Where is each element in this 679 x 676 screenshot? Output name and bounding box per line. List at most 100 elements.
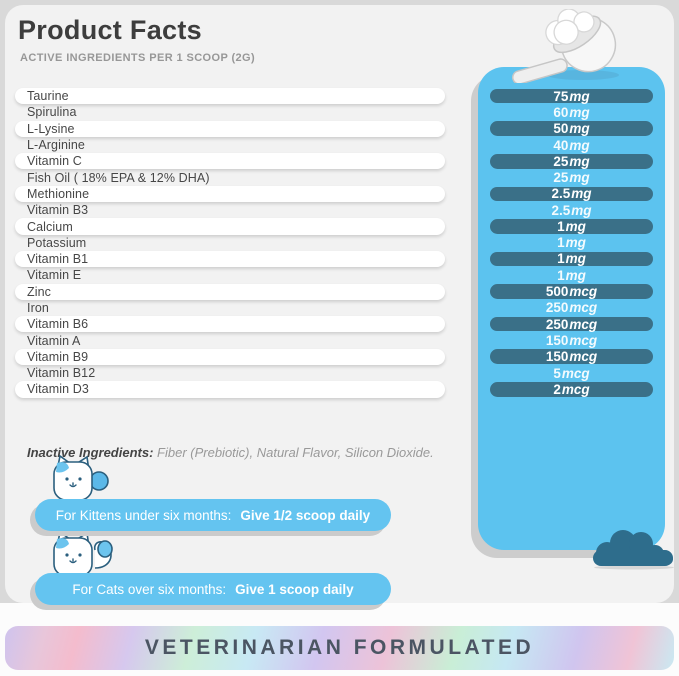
amount-unit: mg <box>571 186 592 202</box>
ingredient-row: Vitamin B9 <box>15 348 445 366</box>
amount-value: 50 <box>553 121 569 137</box>
amount-unit: mg <box>569 88 590 104</box>
amount-row: 2 mcg <box>490 382 653 397</box>
amount-row: 1 mg <box>490 251 653 267</box>
ingredient-list: Taurine Spirulina L-Lysine L-Arginine Vitami… <box>15 88 445 398</box>
ingredient-row: Zinc <box>15 283 445 300</box>
ingredient-row: Methionine <box>15 185 445 203</box>
amount-list: 75 mg 60 mg 50 mg 40 mg 25 mg 25 mg 2.5 mg 2.5 mg 1 mg 1 mg… <box>478 88 665 397</box>
footer-text: VETERINARIAN FORMULATED <box>144 636 535 659</box>
ingredient-row: Iron <box>15 300 445 316</box>
bush-icon <box>593 530 674 570</box>
amount-value: 5 <box>553 365 561 381</box>
dosage-instruction: Give 1/2 scoop daily <box>240 507 371 523</box>
amount-row: 40 mg <box>490 137 653 153</box>
amount-unit: mg <box>569 137 590 153</box>
ingredient-name: Vitamin E <box>27 268 82 283</box>
ingredient-row: Spirulina <box>15 104 445 120</box>
amounts-panel: 75 mg 60 mg 50 mg 40 mg 25 mg 25 mg 2.5 mg 2.5 mg 1 mg 1 mg… <box>478 67 665 550</box>
amount-row: 1 mg <box>490 267 653 283</box>
amount-unit: mg <box>569 170 590 186</box>
label-card: Product Facts ACTIVE INGREDIENTS PER 1 S… <box>5 5 674 605</box>
ingredient-name: Vitamin C <box>27 154 82 169</box>
ingredient-row: Vitamin D3 <box>15 381 445 398</box>
amount-row: 75 mg <box>490 89 653 104</box>
amount-value: 1 <box>557 218 565 234</box>
amount-row: 50 mg <box>490 121 653 136</box>
amount-row: 500 mcg <box>490 284 653 299</box>
amount-value: 1 <box>557 267 565 283</box>
amount-value: 25 <box>553 170 569 186</box>
ingredient-name: L-Lysine <box>27 121 75 136</box>
page-title: Product Facts <box>18 15 202 45</box>
amount-value: 250 <box>545 316 569 332</box>
ingredient-name: Vitamin B6 <box>27 317 89 332</box>
ingredient-row: Vitamin C <box>15 153 445 170</box>
amount-value: 75 <box>553 88 569 104</box>
amount-unit: mcg <box>569 332 598 348</box>
ingredient-row: Vitamin B6 <box>15 316 445 333</box>
ingredient-name: Spirulina <box>27 105 77 120</box>
amount-unit: mcg <box>569 284 598 300</box>
amount-unit: mcg <box>561 381 590 397</box>
ingredient-row: Vitamin B1 <box>15 250 445 268</box>
ingredient-row: Fish Oil ( 18% EPA & 12% DHA) <box>15 169 445 185</box>
amount-row: 150 mcg <box>490 349 653 364</box>
ingredient-row: Taurine <box>15 88 445 105</box>
dosage-condition: For Kittens under six months: <box>55 507 232 523</box>
amount-unit: mg <box>571 202 592 218</box>
ingredient-name: Taurine <box>27 89 69 104</box>
amount-row: 1 mg <box>490 235 653 251</box>
amount-row: 250 mcg <box>490 317 653 332</box>
ingredient-name: Fish Oil ( 18% EPA & 12% DHA) <box>27 170 210 185</box>
amount-row: 5 mcg <box>490 365 653 381</box>
amount-unit: mg <box>569 104 590 120</box>
inactive-text: Fiber (Prebiotic), Natural Flavor, Silic… <box>153 445 434 460</box>
kitten-icon <box>53 454 109 500</box>
ingredient-name: Vitamin D3 <box>27 382 89 397</box>
ingredient-name: Calcium <box>27 219 73 234</box>
ingredient-name: Vitamin A <box>27 333 81 348</box>
amount-value: 25 <box>553 153 569 169</box>
ingredient-name: Vitamin B9 <box>27 349 89 364</box>
scoop-icon <box>512 9 619 83</box>
cat-icon <box>53 530 113 576</box>
ingredient-row: L-Arginine <box>15 137 445 153</box>
dosage-condition: For Cats over six months: <box>72 581 227 597</box>
ingredient-name: Zinc <box>27 284 52 299</box>
amount-value: 1 <box>557 235 565 251</box>
amount-value: 150 <box>545 349 569 365</box>
amount-row: 60 mg <box>490 104 653 120</box>
ingredient-name: Iron <box>27 301 49 315</box>
ingredient-name: Vitamin B3 <box>27 203 89 218</box>
ingredient-row: L-Lysine <box>15 120 445 137</box>
amount-row: 25 mg <box>490 169 653 185</box>
amount-unit: mcg <box>561 365 590 381</box>
ingredient-row: Vitamin B3 <box>15 202 445 218</box>
amount-unit: mg <box>565 218 586 234</box>
ingredient-row: Vitamin A <box>15 332 445 348</box>
amount-row: 1 mg <box>490 219 653 234</box>
amount-unit: mg <box>565 251 586 267</box>
amount-row: 250 mcg <box>490 300 653 316</box>
amount-value: 500 <box>545 284 569 300</box>
amount-unit: mg <box>565 267 586 283</box>
amount-value: 40 <box>553 137 569 153</box>
amount-value: 60 <box>553 104 569 120</box>
inactive-label: Inactive Ingredients: <box>27 445 154 460</box>
ingredient-row: Calcium <box>15 218 445 235</box>
amount-value: 150 <box>545 332 569 348</box>
holographic-banner: VETERINARIAN FORMULATED <box>5 626 674 670</box>
subtitle: ACTIVE INGREDIENTS PER 1 SCOOP (2G) <box>20 52 256 64</box>
amount-value: 2.5 <box>551 186 571 202</box>
amount-unit: mg <box>565 235 586 251</box>
amount-row: 2.5 mg <box>490 186 653 202</box>
amount-unit: mcg <box>569 316 598 332</box>
ingredient-row: Vitamin B12 <box>15 365 445 381</box>
ingredient-row: Vitamin E <box>15 267 445 283</box>
ingredient-name: Methionine <box>27 186 90 201</box>
ingredient-row: Potassium <box>15 235 445 251</box>
amount-row: 150 mcg <box>490 332 653 348</box>
cat-dosage-banner: For Cats over six months: Give 1 scoop d… <box>35 573 391 605</box>
